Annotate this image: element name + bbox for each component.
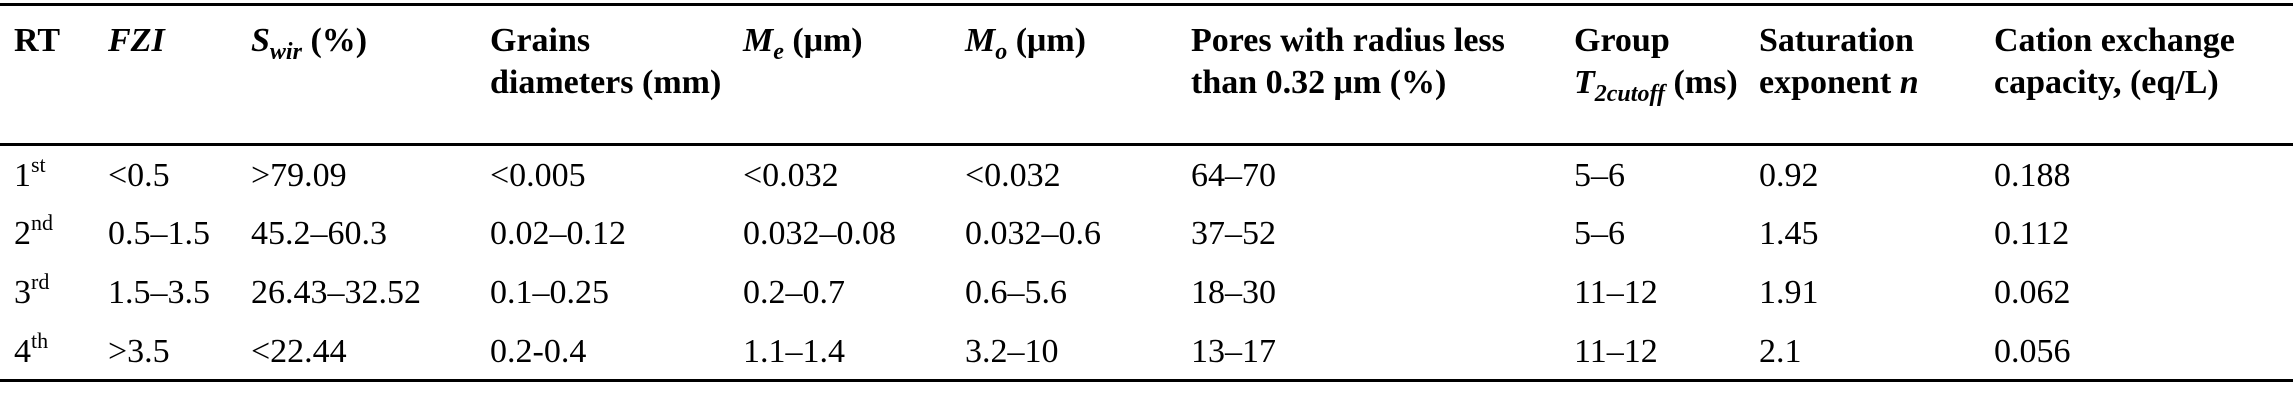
cell-pores: 18–30 <box>1191 273 1276 311</box>
header-fzi: FZI <box>108 22 165 59</box>
cell-mo: 0.032–0.6 <box>965 214 1101 252</box>
table-row: 1st <0.5 >79.09 <0.005 <0.032 <0.032 64–… <box>0 145 2293 204</box>
cell-saturation: 1.91 <box>1759 273 1819 311</box>
cell-me: 0.032–0.08 <box>743 214 896 252</box>
cell-me: 1.1–1.4 <box>743 332 845 370</box>
cell-group: 5–6 <box>1574 157 1625 194</box>
header-me: Me (μm) <box>743 22 863 65</box>
header-swir: Swir (%) <box>251 22 368 65</box>
header-grains-diameters: Grains diameters (mm) <box>490 22 722 101</box>
cell-grains: <0.005 <box>490 157 586 194</box>
cell-grains: 0.1–0.25 <box>490 273 609 311</box>
cell-me: <0.032 <box>743 157 839 194</box>
header-mo: Mo (μm) <box>965 22 1086 65</box>
cell-rt: 2nd <box>14 209 53 252</box>
cell-swir: >79.09 <box>251 157 347 194</box>
cell-fzi: 0.5–1.5 <box>108 214 210 252</box>
cell-fzi: <0.5 <box>108 157 170 194</box>
cell-cation: 0.112 <box>1994 214 2070 252</box>
header-row: RT FZI Swir (%) Grains diameters (mm) Me… <box>0 4 2293 145</box>
cell-grains: 0.02–0.12 <box>490 214 626 252</box>
cell-mo: 0.6–5.6 <box>965 273 1067 311</box>
table-row: 3rd 1.5–3.5 26.43–32.52 0.1–0.25 0.2–0.7… <box>0 263 2293 322</box>
cell-saturation: 2.1 <box>1759 332 1802 370</box>
cell-rt: 3rd <box>14 268 50 311</box>
cell-cation: 0.062 <box>1994 273 2071 311</box>
cell-mo: <0.032 <box>965 157 1061 194</box>
cell-saturation: 1.45 <box>1759 214 1819 252</box>
cell-pores: 13–17 <box>1191 332 1276 370</box>
cell-fzi: >3.5 <box>108 332 170 370</box>
cell-pores: 37–52 <box>1191 214 1276 252</box>
cell-pores: 64–70 <box>1191 157 1276 194</box>
cell-rt: 1st <box>14 152 46 195</box>
header-rt: RT <box>14 22 61 59</box>
cell-rt: 4th <box>14 327 49 370</box>
cell-group: 11–12 <box>1574 273 1658 311</box>
header-cation-exchange-capacity: Cation exchange capacity, (eq/L) <box>1994 22 2235 101</box>
cell-grains: 0.2-0.4 <box>490 332 587 370</box>
cell-fzi: 1.5–3.5 <box>108 273 210 311</box>
cell-swir: 26.43–32.52 <box>251 273 421 311</box>
cell-swir: 45.2–60.3 <box>251 214 387 252</box>
header-pores: Pores with radius less than 0.32 μm (%) <box>1191 22 1505 101</box>
cell-mo: 3.2–10 <box>965 332 1059 370</box>
cell-cation: 0.056 <box>1994 332 2071 370</box>
cell-me: 0.2–0.7 <box>743 273 845 311</box>
cell-group: 5–6 <box>1574 214 1625 252</box>
header-group-t2cutoff: Group T2cutoff (ms) <box>1574 22 1738 107</box>
cell-cation: 0.188 <box>1994 157 2071 194</box>
table-row: 2nd 0.5–1.5 45.2–60.3 0.02–0.12 0.032–0.… <box>0 204 2293 263</box>
table-row: 4th >3.5 <22.44 0.2-0.4 1.1–1.4 3.2–10 1… <box>0 322 2293 381</box>
cell-saturation: 0.92 <box>1759 157 1819 194</box>
cell-group: 11–12 <box>1574 332 1658 370</box>
header-saturation-exponent: Saturation exponent n <box>1759 22 1919 101</box>
rock-type-table: RT FZI Swir (%) Grains diameters (mm) Me… <box>0 3 2293 382</box>
cell-swir: <22.44 <box>251 332 347 370</box>
